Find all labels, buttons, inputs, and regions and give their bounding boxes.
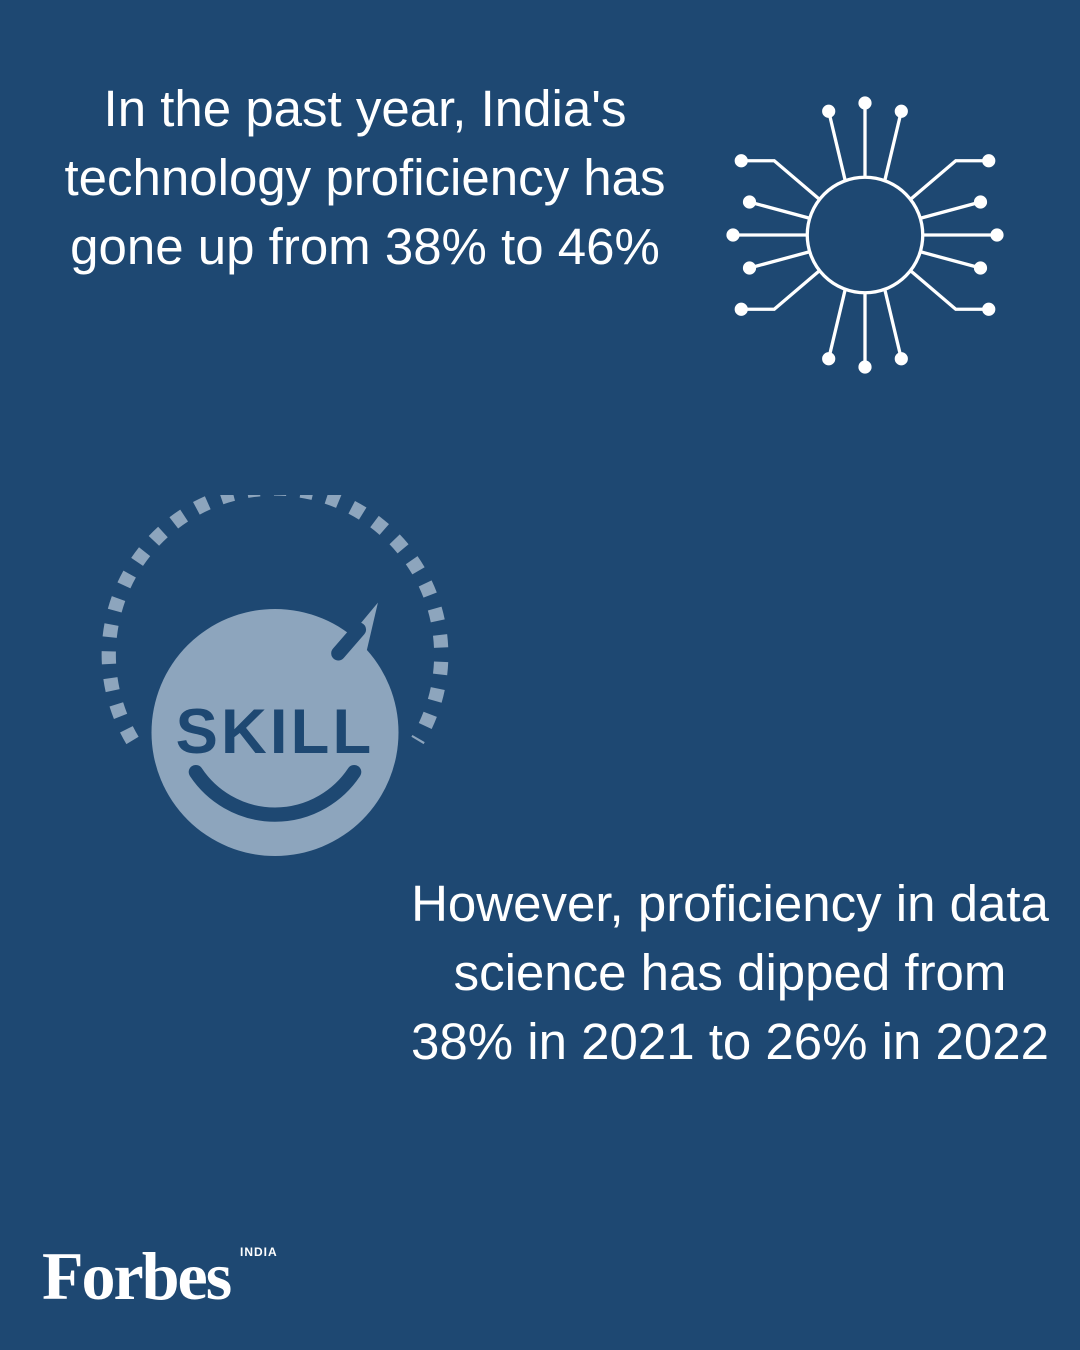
- logo-country-label: INDIA: [240, 1246, 278, 1258]
- logo-main-text: Forbes: [42, 1238, 230, 1314]
- skill-gauge-icon: SKILL: [85, 495, 465, 875]
- forbes-india-logo: Forbes INDIA: [42, 1242, 312, 1312]
- svg-text:SKILL: SKILL: [176, 697, 375, 767]
- circuit-chip-icon: [700, 70, 1030, 400]
- headline-top: In the past year, India's technology pro…: [55, 75, 675, 282]
- headline-bottom: However, proficiency in data science has…: [410, 870, 1050, 1077]
